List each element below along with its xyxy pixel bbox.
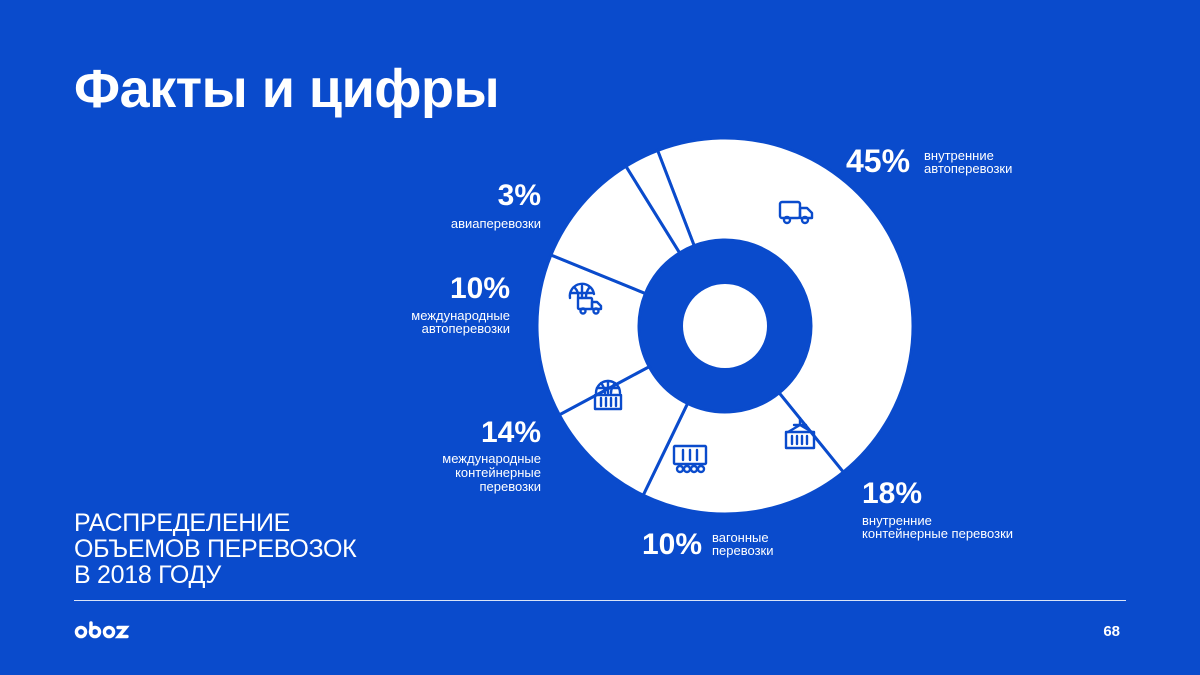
truck-icon (778, 200, 814, 225)
slice-category-label: вагонные (712, 530, 769, 545)
globe-container-icon (593, 379, 623, 411)
slice-category-label: перевозки (712, 543, 773, 558)
oboz-logo (74, 621, 130, 639)
slice-value-label: 10% (450, 272, 510, 305)
donut-center (683, 284, 767, 368)
slice-category-label: перевозки (480, 479, 541, 494)
chart-caption: РАСПРЕДЕЛЕНИЕ ОБЪЕМОВ ПЕРЕВОЗОК В 2018 Г… (74, 509, 357, 589)
pie-slice (623, 148, 697, 255)
railcar-icon (672, 444, 708, 474)
slice-category-label: внутренние (924, 148, 994, 163)
slice-category-label: автоперевозки (924, 161, 1012, 176)
pie-slice (655, 136, 915, 475)
slice-category-label: международные (442, 451, 541, 466)
slice-category-label: авиаперевозки (451, 216, 541, 231)
caption-line: ОБЪЕМОВ ПЕРЕВОЗОК (74, 535, 357, 563)
caption-line: В 2018 ГОДУ (74, 561, 222, 589)
slice-category-label: контейнерные перевозки (862, 526, 1013, 541)
slice-value-label: 45% (846, 143, 910, 179)
slice-value-label: 14% (481, 416, 541, 449)
container-crane-icon (784, 416, 816, 450)
footer-divider (74, 600, 1126, 601)
slice-value-label: 3% (498, 179, 541, 212)
slice-category-label: контейнерные (455, 465, 541, 480)
slice-category-label: автоперевозки (422, 321, 510, 336)
globe-truck-icon (568, 282, 603, 315)
pie-slice (641, 390, 846, 516)
page-title: Факты и цифры (74, 59, 500, 119)
slice-category-label: внутренние (862, 513, 932, 528)
slice-value-label: 10% (642, 528, 702, 561)
slice-value-label: 18% (862, 477, 922, 510)
caption-line: РАСПРЕДЕЛЕНИЕ (74, 509, 290, 537)
slice-category-label: международные (411, 308, 510, 323)
page-number: 68 (1103, 623, 1120, 640)
pie-slice (535, 253, 652, 417)
